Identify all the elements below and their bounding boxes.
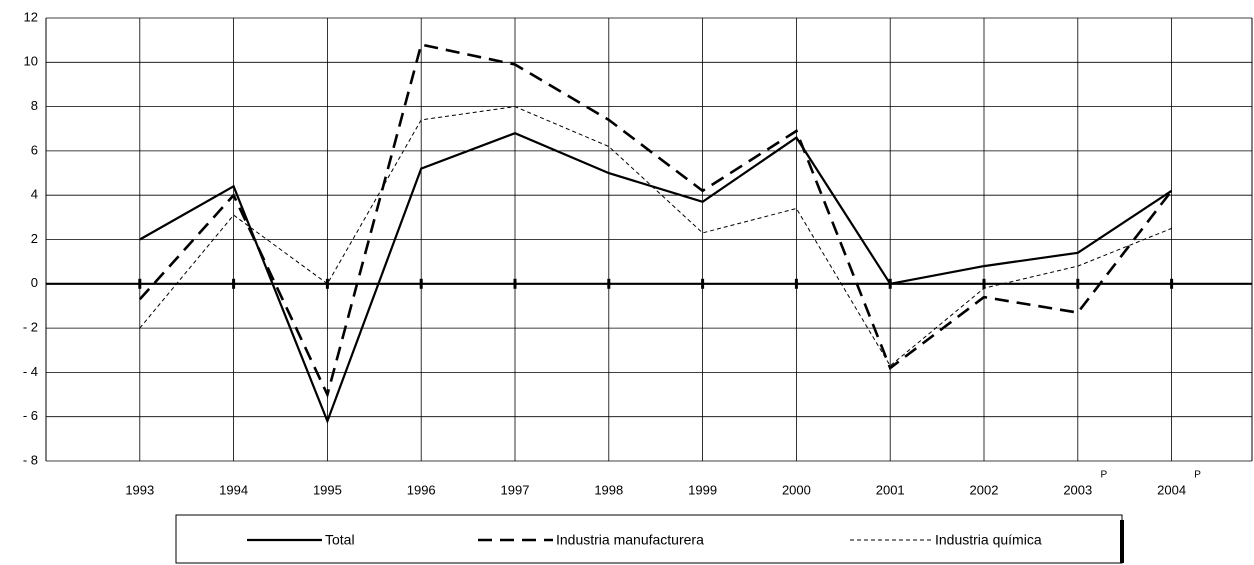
x-tick-superscript: P <box>1194 470 1201 481</box>
x-tick-label: 1995 <box>313 482 342 497</box>
y-tick-label: - 4 <box>23 364 38 379</box>
legend-label: Industria química <box>935 532 1042 548</box>
y-tick-label: 12 <box>24 9 38 24</box>
x-tick-label: 1994 <box>219 482 248 497</box>
legend-label: Industria manufacturera <box>556 532 704 548</box>
y-tick-label: 6 <box>31 142 38 157</box>
x-tick-label: 1993 <box>125 482 154 497</box>
y-tick-label: - 6 <box>23 408 38 423</box>
x-tick-label: 1999 <box>688 482 717 497</box>
y-tick-label: 2 <box>31 231 38 246</box>
series-line <box>139 132 1173 425</box>
x-tick-label: 2001 <box>876 482 905 497</box>
legend-shadow <box>1120 520 1124 563</box>
y-tick-label: 8 <box>31 98 38 113</box>
y-tick-label: 0 <box>31 275 38 290</box>
x-tick-label: 1997 <box>501 482 530 497</box>
y-tick-label: 10 <box>24 54 38 69</box>
legend-box <box>175 514 1123 564</box>
x-tick-label: 2003 <box>1063 482 1092 497</box>
x-tick-label: 2002 <box>970 482 999 497</box>
x-tick-label: 2000 <box>782 482 811 497</box>
series-line <box>138 43 1173 399</box>
y-tick-label: - 8 <box>23 452 38 467</box>
x-tick-label: 1998 <box>594 482 623 497</box>
y-tick-label: - 2 <box>23 320 38 335</box>
x-tick-label: 2004 <box>1157 482 1186 497</box>
legend-label: Total <box>325 532 355 548</box>
x-tick-label: 1996 <box>407 482 436 497</box>
x-tick-superscript: P <box>1100 470 1107 481</box>
series-line <box>139 106 1172 367</box>
y-tick-label: 4 <box>31 187 38 202</box>
